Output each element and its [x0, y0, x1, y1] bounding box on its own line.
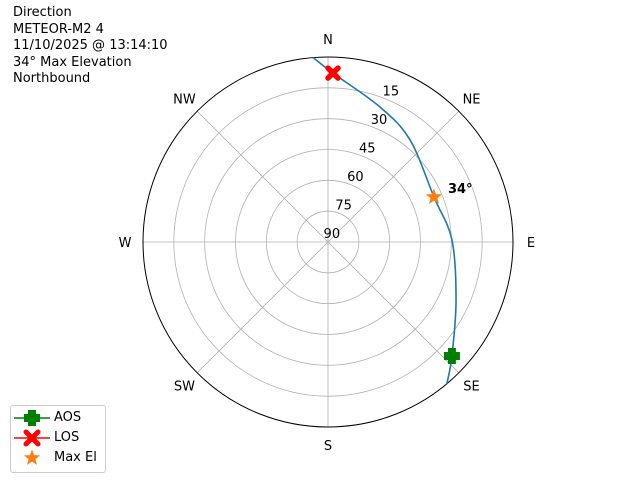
max-el-marker	[425, 188, 442, 204]
legend-label: AOS	[54, 410, 82, 425]
radial-tick-label: 75	[335, 198, 352, 213]
direction-label-s: S	[324, 439, 332, 454]
legend-item-max-el: Max El	[11, 448, 105, 468]
legend-item-aos: AOS	[11, 408, 105, 428]
legend-label: LOS	[54, 430, 80, 445]
aos-marker	[443, 347, 460, 364]
grid-spoke	[327, 110, 460, 243]
title-line: 11/10/2025 @ 13:14:10	[13, 38, 168, 53]
outer-ring	[142, 56, 514, 428]
los-marker	[325, 65, 341, 81]
radial-tick-label: 45	[359, 141, 376, 156]
direction-label-ne: NE	[463, 92, 481, 107]
title-line: 34° Max Elevation	[13, 54, 132, 70]
radial-tick-label: 90	[324, 227, 341, 242]
grid-spoke	[327, 241, 460, 374]
radial-tick-label: 60	[347, 170, 364, 185]
chart-title: Direction METEOR-M2 4 11/10/2025 @ 13:14…	[13, 5, 168, 88]
direction-label-w: W	[119, 236, 132, 251]
direction-label-sw: SW	[174, 380, 195, 395]
legend-item-los: LOS	[11, 428, 105, 448]
radial-tick-label: 30	[371, 113, 388, 128]
direction-label-se: SE	[463, 380, 479, 395]
grid-spoke	[196, 110, 329, 243]
title-line: Northbound	[13, 71, 91, 86]
title-line: Direction	[13, 5, 72, 20]
pass-track-line	[312, 56, 457, 384]
direction-label-n: N	[323, 33, 333, 48]
legend-label: Max El	[54, 450, 97, 465]
grid-spoke	[196, 241, 329, 374]
title-line: METEOR-M2 4	[13, 21, 104, 37]
radial-tick-label: 15	[383, 84, 400, 99]
max-el-label: 34°	[448, 182, 473, 197]
direction-label-nw: NW	[173, 92, 196, 107]
legend: AOS LOS Max El	[10, 405, 106, 473]
direction-label-e: E	[527, 236, 535, 251]
